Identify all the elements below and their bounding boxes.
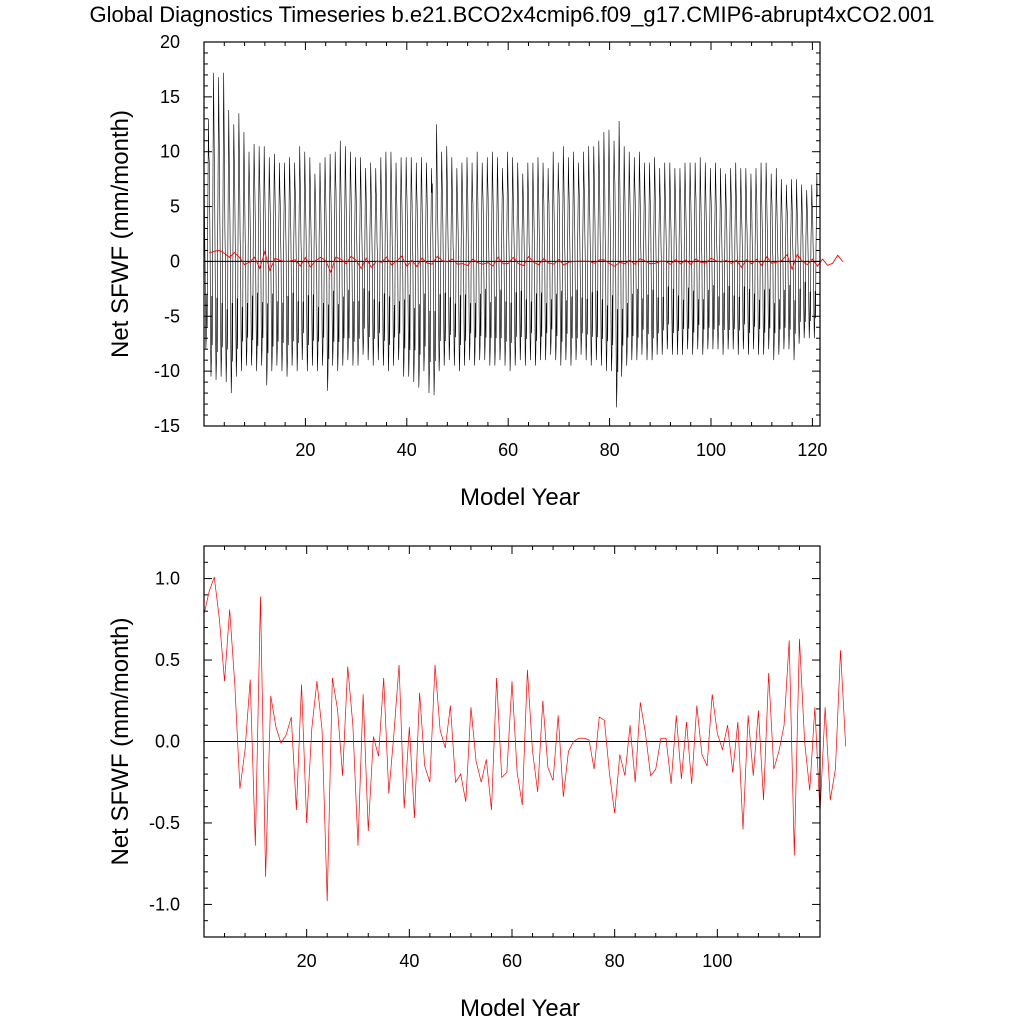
x-axis-label: Model Year — [460, 995, 580, 1022]
x-tick-label: 80 — [600, 440, 620, 460]
monthly-panel: 20 40 60 80 100 120 -15 -10 -5 0 5 10 15 20 Model Year… — [107, 32, 844, 511]
x-tick-label: 60 — [502, 951, 522, 971]
y-axis-label: Net SFWF (mm/month) — [107, 110, 134, 358]
series-line-1-0 — [203, 576, 847, 902]
x-tick-label: 60 — [498, 440, 518, 460]
y-tick-label: 5 — [170, 197, 180, 217]
y-tick-label: -0.5 — [149, 813, 180, 833]
y-tick-label: -10 — [154, 361, 180, 381]
y-tick-label: -5 — [164, 306, 180, 326]
y-tick-label: -15 — [154, 416, 180, 436]
x-tick-label: 120 — [797, 440, 827, 460]
series-line-0-0 — [203, 72, 818, 408]
y-tick-label: 0.5 — [155, 650, 180, 670]
y-tick-label: -1.0 — [149, 894, 180, 914]
y-tick-label: 20 — [160, 32, 180, 52]
x-tick-label: 80 — [605, 951, 625, 971]
x-tick-label: 40 — [399, 951, 419, 971]
x-tick-label: 40 — [397, 440, 417, 460]
y-axis-label: Net SFWF (mm/month) — [107, 617, 134, 865]
y-tick-label: 0 — [170, 251, 180, 271]
x-tick-label: 20 — [295, 440, 315, 460]
plot-frame — [203, 41, 821, 427]
x-tick-label: 100 — [702, 951, 732, 971]
annual-mean-overlay — [208, 249, 844, 274]
y-tick-label: 15 — [160, 87, 180, 107]
y-tick-label: 10 — [160, 142, 180, 162]
y-tick-label: 0.0 — [155, 732, 180, 752]
x-axis-label: Model Year — [460, 484, 580, 511]
page-title: Global Diagnostics Timeseries b.e21.BCO2… — [89, 2, 935, 27]
annual-panel: 20 40 60 80 100 -1.0 -0.5 0.0 0.5 1.0 Model Year Ne… — [107, 545, 847, 1022]
x-tick-label: 20 — [297, 951, 317, 971]
y-tick-label: 1.0 — [155, 569, 180, 589]
x-tick-label: 100 — [696, 440, 726, 460]
